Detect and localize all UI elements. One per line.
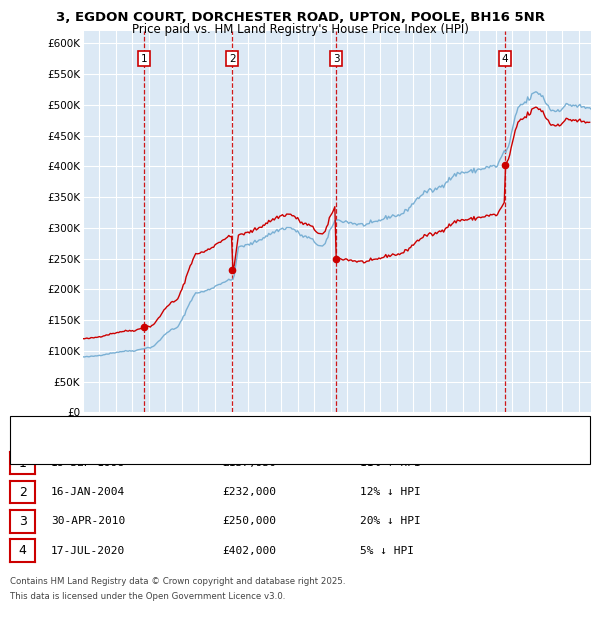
- Text: 1: 1: [141, 54, 148, 64]
- Text: 16-JAN-2004: 16-JAN-2004: [51, 487, 125, 497]
- Text: 3: 3: [19, 515, 27, 528]
- Text: £232,000: £232,000: [222, 487, 276, 497]
- Text: 12% ↓ HPI: 12% ↓ HPI: [360, 487, 421, 497]
- Text: £250,000: £250,000: [222, 516, 276, 526]
- Text: 3: 3: [333, 54, 340, 64]
- Text: 3, EGDON COURT, DORCHESTER ROAD, UPTON, POOLE, BH16 5NR: 3, EGDON COURT, DORCHESTER ROAD, UPTON, …: [56, 11, 545, 24]
- Text: This data is licensed under the Open Government Licence v3.0.: This data is licensed under the Open Gov…: [10, 592, 286, 601]
- Text: 3, EGDON COURT, DORCHESTER ROAD, UPTON, POOLE, BH16 5NR (detached house): 3, EGDON COURT, DORCHESTER ROAD, UPTON, …: [60, 424, 501, 434]
- Text: £402,000: £402,000: [222, 546, 276, 556]
- Text: Contains HM Land Registry data © Crown copyright and database right 2025.: Contains HM Land Registry data © Crown c…: [10, 577, 346, 586]
- Text: 2: 2: [229, 54, 236, 64]
- Text: Price paid vs. HM Land Registry's House Price Index (HPI): Price paid vs. HM Land Registry's House …: [131, 23, 469, 36]
- Text: 2: 2: [19, 486, 27, 498]
- Text: 4: 4: [19, 544, 27, 557]
- Text: 17-JUL-2020: 17-JUL-2020: [51, 546, 125, 556]
- Text: 18-SEP-1998: 18-SEP-1998: [51, 458, 125, 468]
- Text: 4: 4: [502, 54, 508, 64]
- Text: 30-APR-2010: 30-APR-2010: [51, 516, 125, 526]
- Text: 1: 1: [19, 457, 27, 469]
- Text: 11% ↑ HPI: 11% ↑ HPI: [360, 458, 421, 468]
- Text: 5% ↓ HPI: 5% ↓ HPI: [360, 546, 414, 556]
- Text: £137,950: £137,950: [222, 458, 276, 468]
- Text: 20% ↓ HPI: 20% ↓ HPI: [360, 516, 421, 526]
- Text: HPI: Average price, detached house, Dorset: HPI: Average price, detached house, Dors…: [60, 445, 287, 454]
